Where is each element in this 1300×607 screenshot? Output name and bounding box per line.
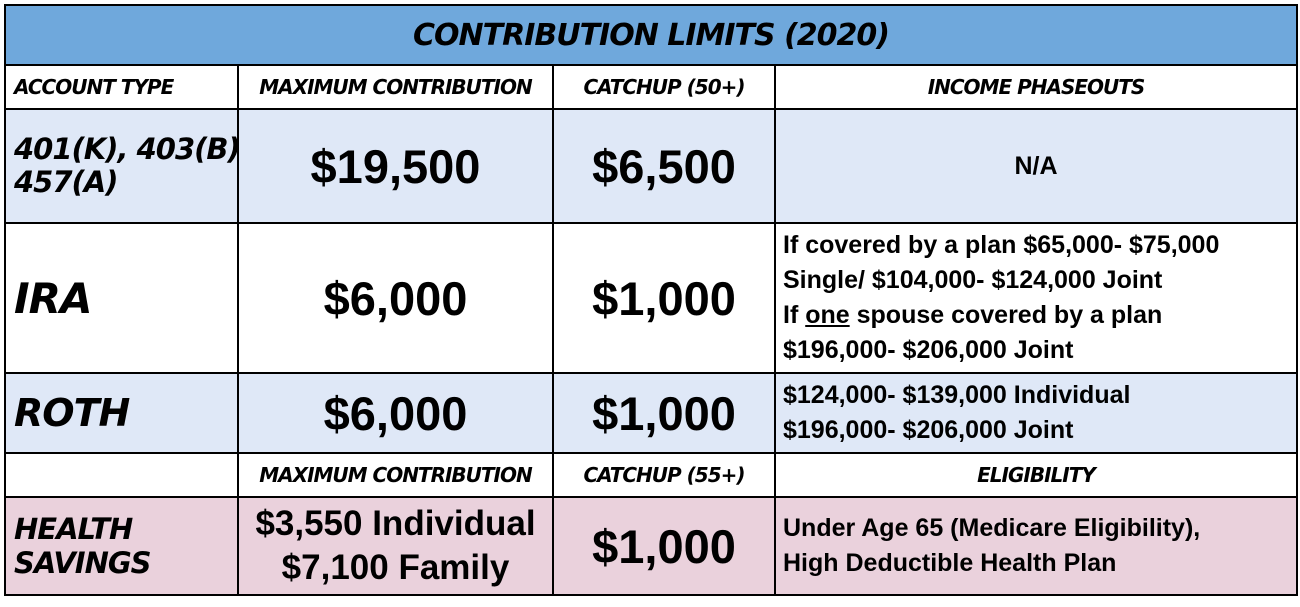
max-contribution-hsa: $3,550 Individual $7,100 Family xyxy=(237,496,554,596)
phaseout-roth: $124,000- $139,000 Individual $196,000- … xyxy=(774,372,1298,454)
contribution-limits-table: CONTRIBUTION LIMITS (2020) ACCOUNT TYPE … xyxy=(4,4,1298,596)
max-contribution-401k: $19,500 xyxy=(237,108,554,224)
header-row: ACCOUNT TYPE MAXIMUM CONTRIBUTION CATCHU… xyxy=(4,64,1298,110)
catchup-roth: $1,000 xyxy=(552,372,776,454)
table-row: ROTH $6,000 $1,000 $124,000- $139,000 In… xyxy=(4,372,1298,454)
header-income-phaseouts: INCOME PHASEOUTS xyxy=(774,64,1298,110)
hsa-header-catchup: CATCHUP (55+) xyxy=(552,452,776,498)
catchup-ira: $1,000 xyxy=(552,222,776,374)
phaseout-ira: If covered by a plan $65,000- $75,000 Si… xyxy=(774,222,1298,374)
phaseout-401k: N/A xyxy=(774,108,1298,224)
max-contribution-hsa-individual: $3,550 Individual xyxy=(255,504,536,543)
account-type-401k-line2: 457(A) xyxy=(14,165,119,199)
max-contribution-roth: $6,000 xyxy=(237,372,554,454)
table-title: CONTRIBUTION LIMITS (2020) xyxy=(4,4,1298,66)
catchup-hsa: $1,000 xyxy=(552,496,776,596)
header-max-contribution: MAXIMUM CONTRIBUTION xyxy=(237,64,554,110)
max-contribution-hsa-family: $7,100 Family xyxy=(281,548,510,587)
phaseout-ira-line4: $196,000- $206,000 Joint xyxy=(783,336,1074,364)
phaseout-ira-underlined-word: one xyxy=(805,301,850,329)
account-type-health-savings: HEALTH SAVINGS xyxy=(4,496,239,596)
contribution-limits-sheet: CONTRIBUTION LIMITS (2020) ACCOUNT TYPE … xyxy=(4,4,1298,602)
header-catchup: CATCHUP (50+) xyxy=(552,64,776,110)
table-row: 401(K), 403(B), 457(A) $19,500 $6,500 N/… xyxy=(4,108,1298,224)
hsa-header-row: MAXIMUM CONTRIBUTION CATCHUP (55+) ELIGI… xyxy=(4,452,1298,498)
table-row: IRA $6,000 $1,000 If covered by a plan $… xyxy=(4,222,1298,374)
title-row: CONTRIBUTION LIMITS (2020) xyxy=(4,4,1298,66)
header-account-type: ACCOUNT TYPE xyxy=(4,64,239,110)
table-row: HEALTH SAVINGS $3,550 Individual $7,100 … xyxy=(4,496,1298,596)
phaseout-ira-line2: Single/ $104,000- $124,000 Joint xyxy=(783,266,1163,294)
phaseout-roth-line1: $124,000- $139,000 Individual xyxy=(783,381,1131,409)
account-type-roth: ROTH xyxy=(4,372,239,454)
phaseout-ira-line3-post: spouse covered by a plan xyxy=(849,301,1163,329)
hsa-header-max-contribution: MAXIMUM CONTRIBUTION xyxy=(237,452,554,498)
catchup-401k: $6,500 xyxy=(552,108,776,224)
hsa-header-eligibility: ELIGIBILITY xyxy=(774,452,1298,498)
phaseout-ira-line3-pre: If xyxy=(783,301,806,329)
account-type-401k: 401(K), 403(B), 457(A) xyxy=(4,108,239,224)
account-type-401k-line1: 401(K), 403(B), xyxy=(14,132,238,166)
max-contribution-ira: $6,000 xyxy=(237,222,554,374)
phaseout-roth-line2: $196,000- $206,000 Joint xyxy=(783,416,1074,444)
account-type-ira: IRA xyxy=(4,222,239,374)
eligibility-hsa-line1: Under Age 65 (Medicare Eligibility), xyxy=(783,514,1201,542)
phaseout-ira-line3: If one spouse covered by a plan xyxy=(783,298,1295,333)
hsa-header-blank xyxy=(4,452,239,498)
eligibility-hsa: Under Age 65 (Medicare Eligibility), Hig… xyxy=(774,496,1298,596)
phaseout-ira-line1: If covered by a plan $65,000- $75,000 xyxy=(783,231,1220,259)
eligibility-hsa-line2: High Deductible Health Plan xyxy=(783,549,1117,577)
